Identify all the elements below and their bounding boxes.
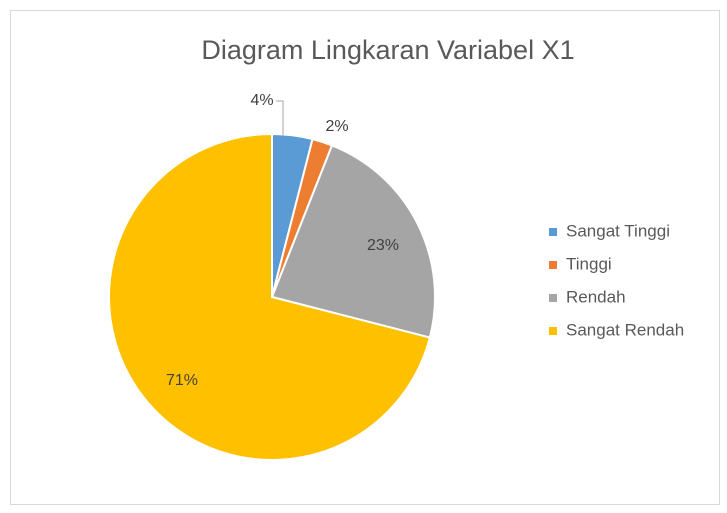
legend-swatch	[549, 294, 557, 302]
legend-label: Sangat Tinggi	[566, 221, 670, 240]
chart-title: Diagram Lingkaran Variabel X1	[201, 35, 574, 65]
legend-swatch	[549, 327, 557, 335]
data-label: 2%	[325, 118, 348, 135]
pie-slice	[108, 132, 432, 461]
pie-slice	[270, 144, 436, 339]
data-label: 23%	[367, 237, 399, 254]
legend-label: Tinggi	[566, 254, 612, 273]
data-label: 4%	[250, 92, 273, 109]
legend-label: Sangat Rendah	[566, 320, 684, 339]
data-label: 71%	[166, 372, 198, 389]
legend-swatch	[549, 228, 557, 236]
legend-label: Rendah	[566, 287, 626, 306]
legend-swatch	[549, 261, 557, 269]
leader-line	[276, 100, 284, 135]
